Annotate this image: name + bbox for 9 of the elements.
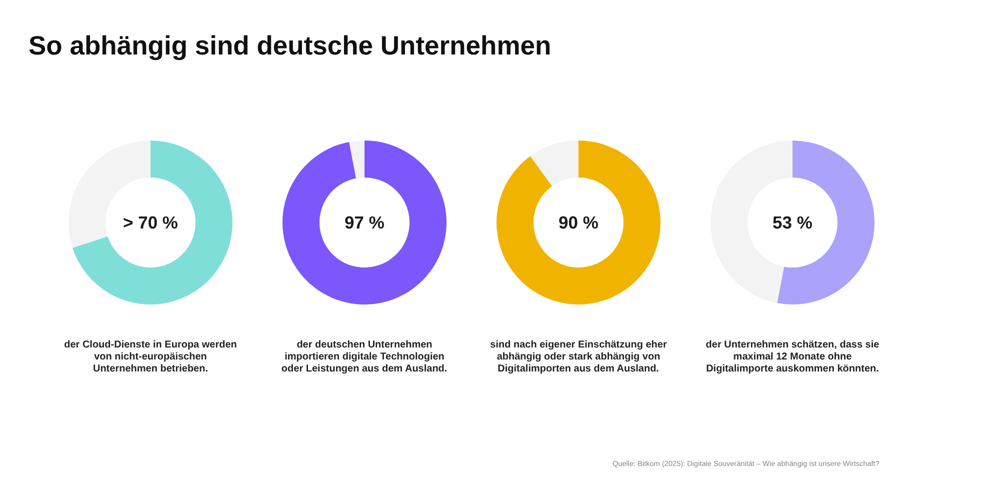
text: sind nach eigener Einschätzung eher abhängig oder stark abhängig von Digitalimporten aus dem Ausland. (490, 340, 667, 375)
data-label: 53 % (772, 212, 813, 232)
data-label: 97 % (344, 212, 385, 232)
text: der deutschen Unternehmen importieren digitale Technologien oder Leistungen aus dem Ausland. (281, 340, 448, 375)
text: So abhängig sind deutsche Unternehmen (28, 30, 552, 60)
text: der Cloud-Dienste in Europa werden von nicht-europäischen Unternehmen betrieben. (64, 340, 237, 375)
data-label: 90 % (558, 212, 599, 232)
text: der Unternehmen schätzen, dass sie maximal 12 Monate ohne Digitalimporte auskommen könnten. (706, 340, 880, 375)
data-label: > 70 % (123, 212, 178, 232)
